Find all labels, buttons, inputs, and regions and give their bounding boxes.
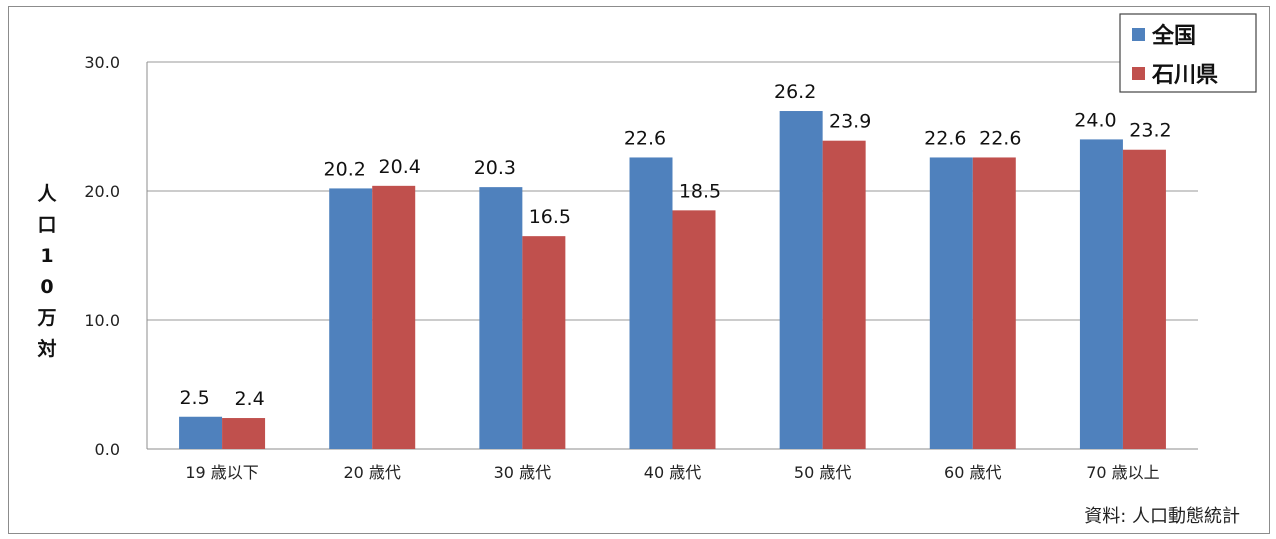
category-label: 70 歳以上 [1086, 463, 1159, 482]
data-labels: 2.5 2.4 20.2 20.4 20.3 16.5 22.6 18.5 26.2 23.9 22… [179, 81, 1171, 410]
data-label: 2.4 [234, 388, 264, 410]
source-note: 資料: 人口動態統計 [1084, 506, 1240, 527]
legend-swatch-national [1132, 28, 1145, 41]
data-label: 16.5 [529, 206, 571, 228]
bar-ishikawa [672, 210, 716, 449]
data-label: 22.6 [924, 127, 966, 149]
bar-national [629, 157, 673, 449]
bar-ishikawa [522, 236, 566, 449]
y-tick-label: 30.0 [84, 53, 120, 72]
bar-ishikawa [822, 140, 866, 449]
category-label: 20 歳代 [343, 463, 400, 482]
bar-national [479, 187, 523, 449]
data-label: 20.2 [324, 158, 366, 180]
category-labels: 19 歳以下 20 歳代 30 歳代 40 歳代 50 歳代 60 歳代 70 歳以上 [185, 463, 1159, 482]
y-tick-label: 0.0 [95, 440, 120, 459]
data-label: 26.2 [774, 81, 816, 103]
bar-national [179, 416, 223, 449]
data-label: 23.2 [1129, 120, 1171, 142]
y-axis-label-char: 万 [36, 307, 56, 329]
y-axis-label: 人口 1 0 万対 [36, 183, 57, 360]
y-axis-label-char: 対 [36, 337, 56, 360]
category-label: 30 歳代 [494, 463, 551, 482]
data-label: 18.5 [679, 180, 721, 202]
y-tick-label: 20.0 [84, 182, 120, 201]
bar-national [329, 188, 373, 450]
data-label: 22.6 [979, 127, 1021, 149]
bar-ishikawa [1122, 149, 1166, 449]
bar-ishikawa [972, 157, 1016, 449]
data-label: 22.6 [624, 127, 666, 149]
bars [179, 111, 1166, 450]
y-axis-label-char: 人 [37, 183, 57, 205]
data-label: 2.5 [179, 387, 209, 409]
legend-label-ishikawa: 石川県 [1151, 63, 1218, 88]
y-axis-label-char: 口 [37, 214, 56, 236]
category-label: 19 歳以下 [185, 463, 258, 482]
bar-national [1079, 139, 1123, 449]
y-axis-label-char: 1 [40, 245, 53, 267]
category-label: 50 歳代 [794, 463, 851, 482]
bar-national [929, 157, 973, 449]
legend-swatch-ishikawa [1132, 67, 1145, 80]
bar-ishikawa [372, 185, 416, 449]
y-axis-label-char: 0 [40, 276, 53, 298]
data-label: 23.9 [829, 111, 871, 133]
data-label: 24.0 [1074, 109, 1116, 131]
data-label: 20.3 [474, 157, 516, 179]
category-label: 40 歳代 [644, 463, 701, 482]
bar-national [779, 111, 823, 450]
y-tick-labels: 0.0 10.0 20.0 30.0 [84, 53, 120, 459]
legend-label-national: 全国 [1151, 23, 1196, 49]
legend: 全国 石川県 [1119, 13, 1257, 93]
data-label: 20.4 [379, 156, 421, 178]
bar-ishikawa [222, 418, 266, 449]
y-tick-label: 10.0 [84, 311, 120, 330]
category-label: 60 歳代 [944, 463, 1001, 482]
